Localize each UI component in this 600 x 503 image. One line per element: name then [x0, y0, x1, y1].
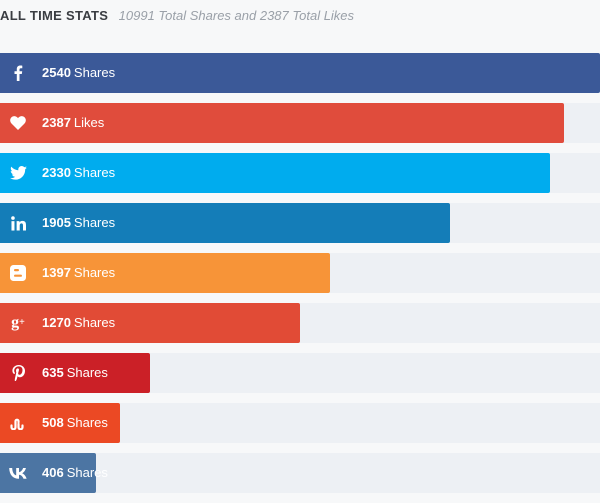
stat-label: 2540 Shares: [42, 53, 115, 93]
stat-label: 635 Shares: [42, 353, 108, 393]
stat-count: 2540: [42, 65, 71, 80]
stat-bar-linkedin: [0, 203, 450, 243]
stat-count: 2330: [42, 165, 71, 180]
heart-icon: [8, 113, 28, 133]
stat-bar-vk: [0, 453, 96, 493]
stat-bar-blogger: [0, 253, 330, 293]
vk-icon: [8, 463, 28, 483]
facebook-icon: [8, 63, 28, 83]
stat-row-twitter[interactable]: 2330 Shares: [0, 153, 600, 193]
stat-row-love[interactable]: 2387 Likes: [0, 103, 600, 143]
stat-unit: Shares: [73, 165, 116, 180]
stat-label: 2330 Shares: [42, 153, 115, 193]
pinterest-icon: [8, 363, 28, 383]
stat-bar-google-plus: [0, 303, 300, 343]
stat-label: 406 Shares: [42, 453, 108, 493]
stat-label: 2387 Likes: [42, 103, 104, 143]
stat-label: 1905 Shares: [42, 203, 115, 243]
blogger-icon: [8, 263, 28, 283]
stat-row-google-plus[interactable]: g + 1270 Shares: [0, 303, 600, 343]
linkedin-icon: [8, 213, 28, 233]
stat-unit: Shares: [73, 215, 116, 230]
stat-count: 508: [42, 415, 64, 430]
stat-bar-twitter: [0, 153, 550, 193]
stats-header: ALL TIME STATS 10991 Total Shares and 23…: [0, 7, 354, 25]
stat-count: 635: [42, 365, 64, 380]
stat-unit: Shares: [66, 365, 108, 380]
stat-row-linkedin[interactable]: 1905 Shares: [0, 203, 600, 243]
stats-summary: 10991 Total Shares and 2387 Total Likes: [118, 8, 355, 23]
stat-unit: Likes: [73, 115, 105, 130]
stat-label: 508 Shares: [42, 403, 108, 443]
stat-row-stumbleupon[interactable]: 508 Shares: [0, 403, 600, 443]
stat-unit: Shares: [73, 315, 116, 330]
stat-count: 406: [42, 465, 64, 480]
stat-count: 1397: [42, 265, 71, 280]
stat-bar-facebook: [0, 53, 600, 93]
google-plus-icon: g +: [11, 314, 25, 331]
stat-count: 2387: [42, 115, 71, 130]
stat-label: 1397 Shares: [42, 253, 115, 293]
stat-row-blogger[interactable]: 1397 Shares: [0, 253, 600, 293]
stat-row-facebook[interactable]: 2540 Shares: [0, 53, 600, 93]
stat-count: 1905: [42, 215, 71, 230]
stats-list: 2540 Shares 2387 Likes 2330 Shares 1905 Shar…: [0, 53, 600, 503]
stat-bar-love: [0, 103, 564, 143]
page-title: ALL TIME STATS: [0, 8, 109, 23]
stat-row-vk[interactable]: 406 Shares: [0, 453, 600, 493]
stumbleupon-icon: [8, 413, 28, 433]
stat-row-pinterest[interactable]: 635 Shares: [0, 353, 600, 393]
stat-unit: Shares: [73, 65, 116, 80]
stat-unit: Shares: [66, 465, 108, 480]
stat-bar-stumbleupon: [0, 403, 120, 443]
stat-count: 1270: [42, 315, 71, 330]
stat-bar-pinterest: [0, 353, 150, 393]
stat-label: 1270 Shares: [42, 303, 115, 343]
stat-unit: Shares: [73, 265, 116, 280]
twitter-icon: [8, 163, 28, 183]
stat-unit: Shares: [66, 415, 108, 430]
